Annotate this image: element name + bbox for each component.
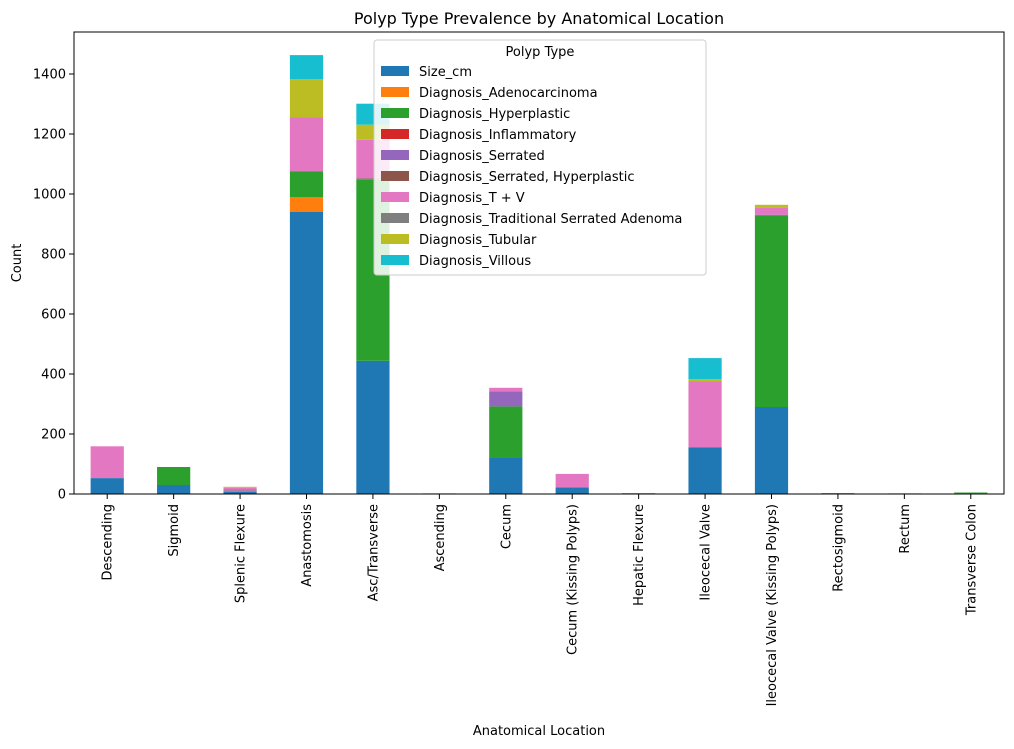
legend-title: Polyp Type (506, 45, 575, 60)
legend-entry: Diagnosis_Traditional Serrated Adenoma (381, 212, 682, 227)
legend-swatch (381, 87, 409, 97)
bar-segment (555, 487, 589, 494)
bar-segment (289, 171, 324, 197)
legend-label: Size_cm (419, 65, 472, 80)
bar-segment (489, 458, 523, 494)
x-tick-label: Asc/Transverse (366, 504, 381, 601)
bar-segment (157, 485, 191, 494)
legend-label: Diagnosis_Tubular (419, 233, 537, 248)
bar-segment (223, 487, 257, 490)
legend-label: Diagnosis_Villous (419, 254, 531, 269)
y-tick-label: 800 (41, 248, 66, 263)
bar-segment (289, 197, 324, 212)
x-tick-label: Splenic Flexure (234, 504, 249, 603)
y-axis-title: Count (10, 244, 25, 283)
bar-segment (489, 406, 523, 458)
legend: Polyp Type Size_cm Diagnosis_Adenocarcinom… (373, 39, 707, 276)
legend-entry: Diagnosis_T + V (381, 191, 525, 206)
y-tick-label: 600 (41, 308, 66, 323)
legend-entry: Diagnosis_Serrated, Hyperplastic (381, 170, 635, 185)
bar-segment (157, 467, 191, 485)
legend-label: Diagnosis_Serrated (419, 149, 545, 164)
bar-segment (688, 381, 722, 448)
legend-entry: Diagnosis_Villous (381, 254, 531, 269)
bar-segment (555, 473, 589, 488)
legend-label: Diagnosis_Serrated, Hyperplastic (419, 170, 635, 185)
bars-layer (90, 55, 988, 494)
bar-segment (356, 360, 390, 494)
plot-frame (73, 31, 1005, 495)
x-tick-label: Descending (101, 504, 116, 581)
legend-entry: Diagnosis_Serrated (381, 149, 545, 164)
legend-swatch (381, 171, 409, 181)
x-axis: Descending Sigmoid Splenic Flexure Anastomo… (101, 494, 979, 706)
legend-label: Diagnosis_Inflammatory (419, 128, 577, 143)
x-tick-label: Transverse Colon (964, 504, 979, 616)
legend-swatch (381, 66, 409, 76)
legend-label: Diagnosis_Traditional Serrated Adenoma (419, 212, 682, 227)
legend-label: Diagnosis_Hyperplastic (419, 107, 570, 122)
bar-segment (356, 178, 390, 179)
legend-entry: Diagnosis_Inflammatory (381, 128, 577, 143)
bar-segment (688, 447, 722, 494)
x-tick-label: Rectum (898, 504, 913, 554)
bar-segment (223, 491, 257, 494)
y-tick-label: 400 (41, 368, 66, 383)
legend-swatch (381, 192, 409, 202)
chart-title: Polyp Type Prevalence by Anatomical Loca… (354, 9, 724, 28)
x-tick-label: Cecum (499, 504, 514, 549)
bar-segment (489, 391, 523, 407)
x-tick-label: Anastomosis (300, 504, 315, 587)
bar-segment (688, 358, 722, 380)
bar-segment (489, 387, 523, 392)
bar-segment (223, 489, 257, 491)
legend-entry: Size_cm (381, 65, 472, 80)
legend-swatch (381, 213, 409, 223)
legend-swatch (381, 234, 409, 244)
legend-label: Diagnosis_Adenocarcinoma (419, 86, 598, 101)
x-tick-label: Cecum (Kissing Polyps) (566, 504, 581, 655)
bar-segment (223, 490, 257, 492)
bar-segment (289, 212, 324, 494)
legend-swatch (381, 108, 409, 118)
bar-segment (356, 178, 390, 180)
y-tick-label: 1000 (33, 188, 66, 203)
y-tick-label: 1200 (33, 128, 66, 143)
y-axis: 0 200 400 600 800 1000 1200 1400 (33, 68, 74, 503)
bar-segment (754, 215, 789, 407)
bar-segment (754, 207, 789, 215)
y-tick-label: 0 (58, 488, 66, 503)
bar-segment (90, 478, 124, 494)
legend-label: Diagnosis_T + V (419, 191, 525, 206)
x-tick-label: Ileocecal Valve (Kissing Polyps) (765, 504, 780, 706)
x-tick-label: Ileocecal Valve (699, 504, 714, 601)
bar-segment (954, 492, 988, 494)
bar-segment (622, 493, 656, 494)
legend-swatch (381, 255, 409, 265)
bar-segment (754, 204, 789, 208)
legend-swatch (381, 129, 409, 139)
bar-segment (289, 55, 324, 80)
legend-box (373, 39, 707, 276)
bar-segment (289, 117, 324, 172)
x-axis-title: Anatomical Location (473, 724, 605, 739)
legend-entry: Diagnosis_Hyperplastic (381, 107, 570, 122)
x-tick-label: Hepatic Flexure (632, 504, 647, 606)
x-tick-label: Ascending (433, 504, 448, 571)
y-tick-label: 1400 (33, 68, 66, 83)
y-tick-label: 200 (41, 428, 66, 443)
bar-segment (754, 214, 789, 216)
legend-swatch (381, 150, 409, 160)
bar-segment (90, 446, 124, 479)
legend-entry: Diagnosis_Tubular (381, 233, 537, 248)
bar-segment (688, 379, 722, 382)
x-tick-label: Rectosigmoid (831, 504, 846, 592)
bar-segment (289, 79, 324, 118)
legend-entry: Diagnosis_Adenocarcinoma (381, 86, 598, 101)
bar-segment (754, 407, 789, 494)
bar-segment (223, 486, 257, 488)
x-tick-label: Sigmoid (167, 504, 182, 557)
